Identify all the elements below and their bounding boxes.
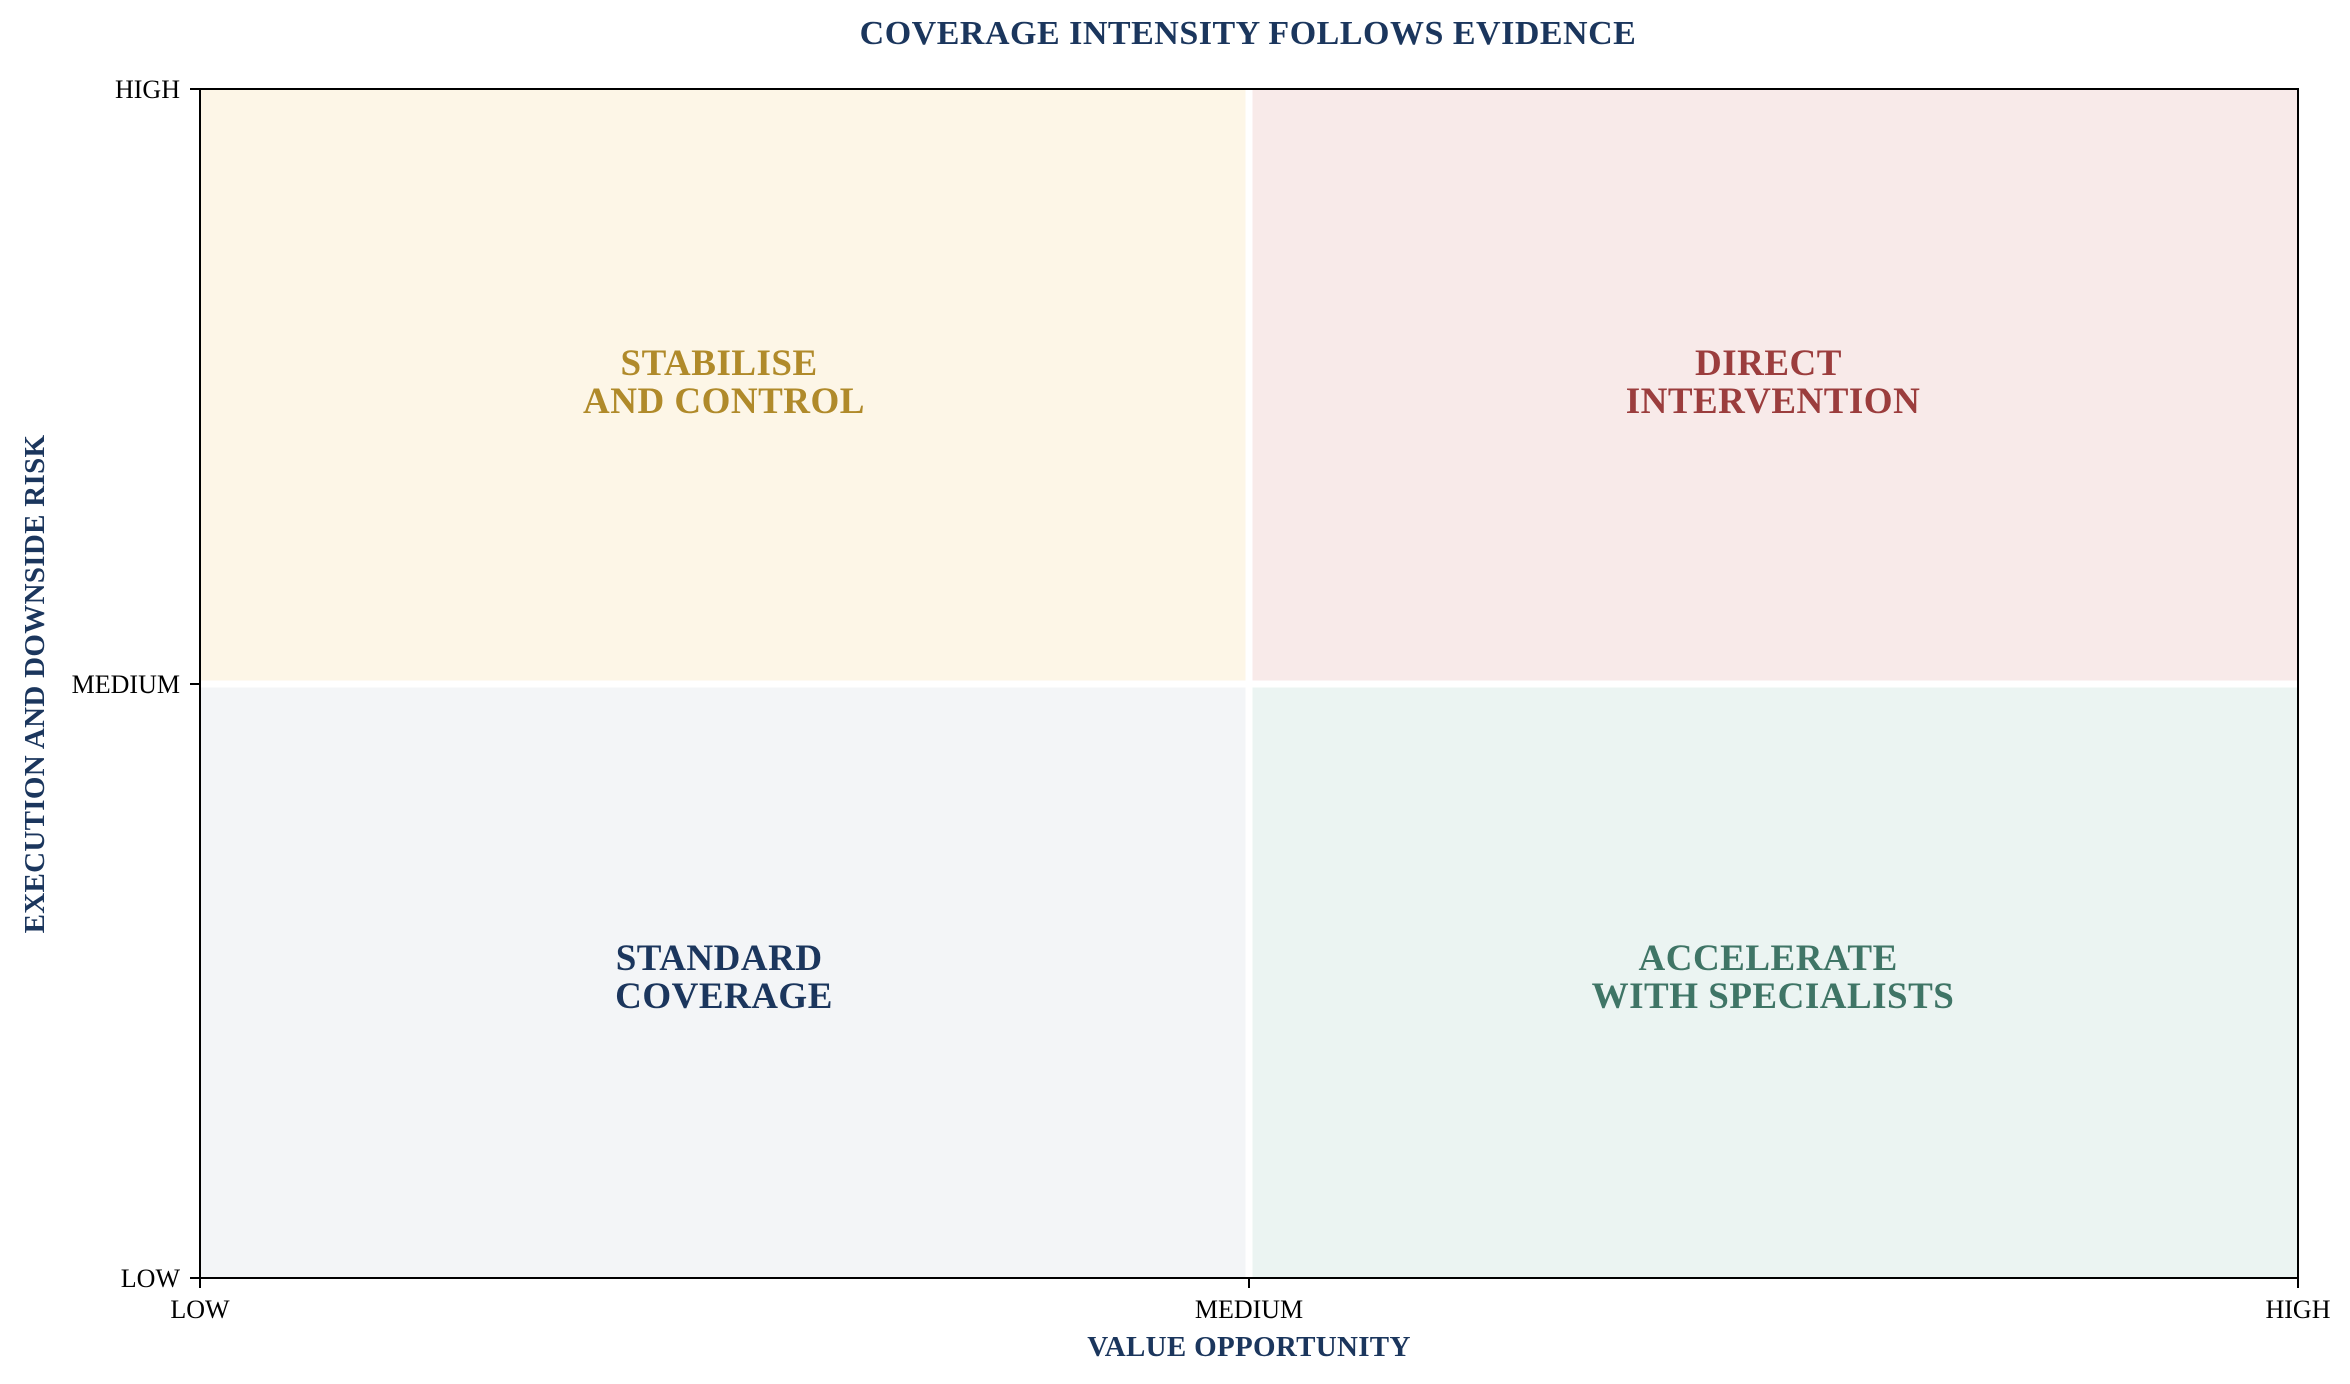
quadrant-top-right-label: DIRECT INTERVENTION bbox=[1626, 343, 1921, 422]
quadrant-top-right-line1: DIRECT bbox=[1695, 343, 1842, 384]
quadrant-bottom-right-line1: ACCELERATE bbox=[1639, 938, 1898, 979]
x-axis-label: VALUE OPPORTUNITY bbox=[1087, 1331, 1410, 1363]
quadrant-top-left-line2: AND CONTROL bbox=[583, 381, 865, 422]
y-tick-label-medium: MEDIUM bbox=[72, 670, 180, 699]
quadrant-bottom-left-bg bbox=[200, 684, 1249, 1278]
y-tick-label-high: HIGH bbox=[115, 75, 180, 104]
y-axis-label: EXECUTION AND DOWNSIDE RISK bbox=[19, 434, 51, 933]
quadrant-bottom-right-line2: WITH SPECIALISTS bbox=[1592, 976, 1955, 1017]
quadrant-top-left-bg bbox=[200, 89, 1249, 684]
quadrant-top-left-line1: STABILISE bbox=[621, 343, 818, 384]
y-tick-label-low: LOW bbox=[121, 1264, 181, 1293]
x-tick-label-low: LOW bbox=[170, 1295, 230, 1324]
quadrant-bottom-right-label: ACCELERATE WITH SPECIALISTS bbox=[1592, 938, 1955, 1017]
quadrant-top-right-bg bbox=[1249, 89, 2298, 684]
quadrant-bottom-left-label: STANDARD COVERAGE bbox=[615, 938, 833, 1017]
x-tick-label-high: HIGH bbox=[2266, 1295, 2331, 1324]
quadrant-bottom-right-bg bbox=[1249, 684, 2298, 1278]
quadrant-bottom-left-line2: COVERAGE bbox=[615, 976, 833, 1017]
quadrant-bottom-left-line1: STANDARD bbox=[616, 938, 823, 979]
quadrant-top-right-line2: INTERVENTION bbox=[1626, 381, 1921, 422]
chart-title: COVERAGE INTENSITY FOLLOWS EVIDENCE bbox=[860, 15, 1637, 52]
quadrant-top-left-label: STABILISE AND CONTROL bbox=[583, 343, 865, 422]
x-tick-label-medium: MEDIUM bbox=[1195, 1295, 1303, 1324]
